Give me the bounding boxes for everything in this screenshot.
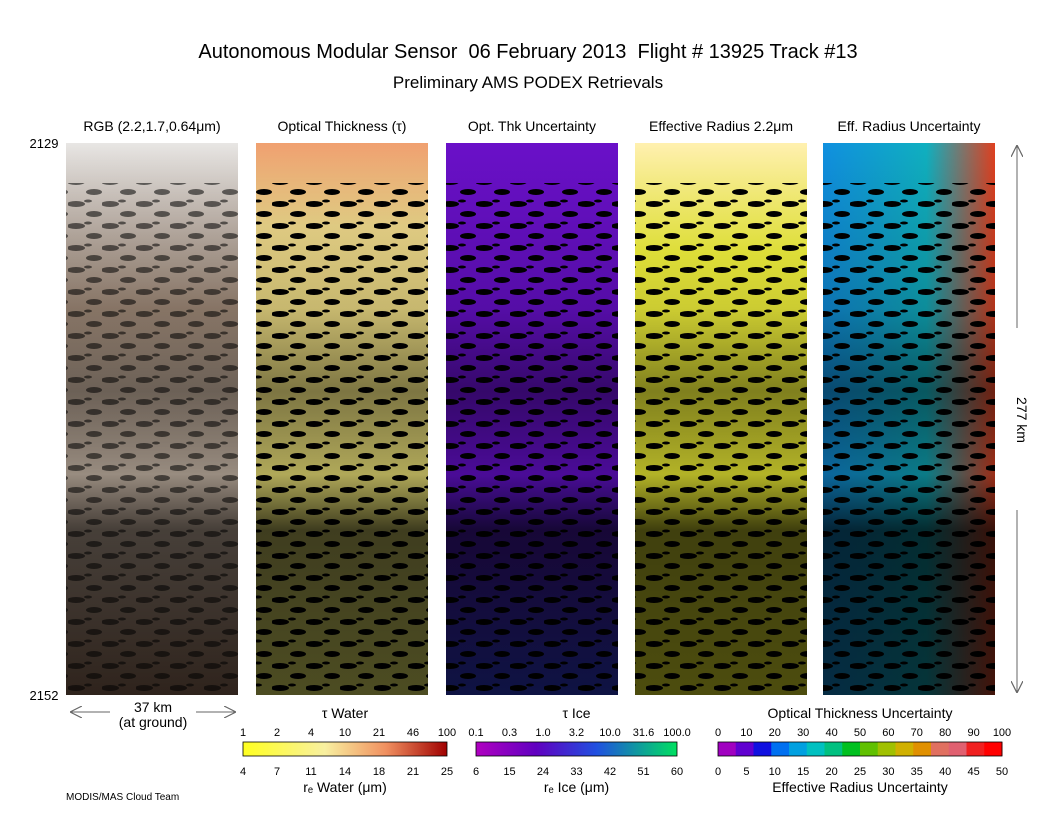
colorbar-tick-label: 46 [407,727,419,739]
colorbar-tick-label: 100.0 [663,727,691,739]
colorbar-swatch [735,742,754,756]
colorbar-swatch [913,742,932,756]
colorbar-swatch [789,742,808,756]
colorbar [476,742,677,756]
colorbar-subtitle: rₑ Ice (μm) [544,779,609,795]
panel-shade [256,143,428,695]
colorbar-tick-label: 0.1 [468,727,483,739]
colorbar-tick-label: 80 [939,727,951,739]
scale-width: 37 km [134,699,172,715]
colorbar-tick-label: 45 [967,766,979,778]
panel-shade [635,143,807,695]
colorbar-tick-label: 10.0 [599,727,620,739]
panel-title: Eff. Radius Uncertainty [838,118,981,134]
colorbar-tick-label: 10 [339,727,351,739]
colorbar-tick-label: 0.3 [502,727,517,739]
colorbar-tick-label: 6 [473,766,479,778]
colorbar-tick-label: 51 [637,766,649,778]
colorbar-tick-label: 5 [743,766,749,778]
colorbar-frame [475,741,678,757]
colorbar-tick-label: 0 [715,766,721,778]
subtitle: Preliminary AMS PODEX Retrievals [393,73,663,92]
colorbar-tick-label: 100 [438,727,456,739]
colorbar-tick-label: 14 [339,766,351,778]
colorbar-swatch [931,742,950,756]
colorbar-swatch [806,742,825,756]
panel-title: Opt. Thk Uncertainty [468,118,596,134]
colorbar-tick-label: 30 [882,766,894,778]
colorbar-tick-label: 25 [854,766,866,778]
colorbar-tick-label: 40 [939,766,951,778]
colorbar-swatch [718,742,737,756]
colorbar-tick-label: 7 [274,766,280,778]
colorbar-tick-label: 90 [967,727,979,739]
panel-shade [823,143,995,695]
panel-shade [66,143,238,695]
colorbar-swatch [771,742,790,756]
colorbar-tick-label: 31.6 [633,727,654,739]
colorbar-frame [242,741,448,757]
colorbar-tick-label: 35 [911,766,923,778]
colorbar-tick-label: 18 [373,766,385,778]
panel-title: Effective Radius 2.2μm [649,118,793,134]
colorbar-tick-label: 42 [604,766,616,778]
colorbar-tick-label: 21 [407,766,419,778]
colorbar-tick-label: 4 [240,766,246,778]
scale-length: 277 km [1014,397,1030,443]
colorbar-tick-label: 33 [570,766,582,778]
colorbar-tick-label: 40 [825,727,837,739]
colorbar-tick-label: 1 [240,727,246,739]
colorbar-subtitle: rₑ Water (μm) [303,779,387,795]
colorbar-swatch [984,742,1003,756]
colorbar-subtitle: Effective Radius Uncertainty [772,779,948,795]
colorbar-tick-label: 20 [825,766,837,778]
colorbar [243,742,447,756]
colorbar-title: τ Water [322,705,369,721]
colorbar-title: τ Ice [562,705,590,721]
colorbar-tick-label: 100 [993,727,1011,739]
colorbar-swatch [895,742,914,756]
colorbar-swatch [824,742,843,756]
colorbar-tick-label: 20 [769,727,781,739]
colorbar-tick-label: 15 [503,766,515,778]
colorbar-frame [717,741,1003,757]
title: Autonomous Modular Sensor 06 February 20… [198,41,857,63]
colorbar-tick-label: 50 [854,727,866,739]
colorbar-tick-label: 50 [996,766,1008,778]
colorbar-tick-label: 2 [274,727,280,739]
colorbar-tick-label: 60 [882,727,894,739]
colorbar-title: Optical Thickness Uncertainty [768,705,953,721]
colorbar-tick-label: 4 [308,727,314,739]
scale-note: (at ground) [119,714,187,730]
footer: MODIS/MAS Cloud Team [66,792,179,803]
colorbar-tick-label: 3.2 [569,727,584,739]
colorbar-swatch [877,742,896,756]
colorbar-swatch [860,742,879,756]
colorbar-swatch [948,742,967,756]
colorbar-tick-label: 10 [740,727,752,739]
colorbar-swatch [753,742,772,756]
colorbar-tick-label: 1.0 [535,727,550,739]
colorbar-tick-label: 25 [441,766,453,778]
panel-title: RGB (2.2,1.7,0.64μm) [83,118,220,134]
colorbar-swatch [966,742,985,756]
panel-shade [446,143,618,695]
time-label: 2129 [30,136,59,151]
colorbar-tick-label: 11 [305,766,316,778]
colorbar-swatch [842,742,861,756]
colorbar-tick-label: 30 [797,727,809,739]
panel-title: Optical Thickness (τ) [278,118,407,134]
colorbar-tick-label: 70 [911,727,923,739]
colorbar-tick-label: 10 [769,766,781,778]
colorbar-tick-label: 15 [797,766,809,778]
label-bg [110,698,196,732]
colorbar-tick-label: 0 [715,727,721,739]
colorbar-tick-label: 21 [373,727,385,739]
colorbar-tick-label: 24 [537,766,549,778]
colorbar-tick-label: 60 [671,766,683,778]
time-label: 2152 [30,688,59,703]
